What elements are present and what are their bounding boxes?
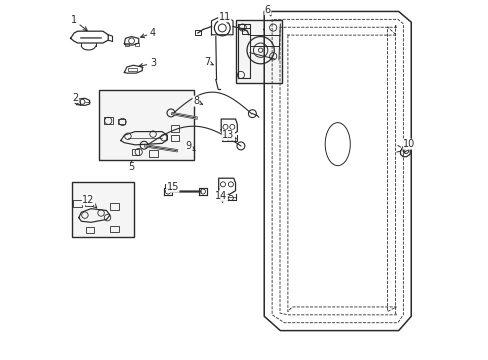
Text: 13: 13 — [222, 130, 234, 141]
Text: 10: 10 — [403, 139, 415, 152]
Bar — [131, 149, 139, 155]
Bar — [110, 226, 119, 232]
Text: 14: 14 — [215, 191, 227, 202]
Bar — [195, 30, 201, 36]
Bar — [125, 42, 129, 45]
Bar — [110, 203, 119, 211]
Text: 6: 6 — [264, 5, 270, 16]
Text: 11: 11 — [218, 12, 230, 23]
Bar — [242, 28, 249, 34]
Text: 5: 5 — [128, 161, 134, 172]
Text: 2: 2 — [72, 93, 81, 105]
Bar — [99, 90, 194, 160]
Bar — [128, 68, 137, 71]
Bar — [171, 135, 179, 140]
Text: 3: 3 — [139, 58, 156, 68]
Bar — [171, 125, 179, 132]
Bar — [235, 21, 282, 83]
Text: 12: 12 — [82, 195, 97, 208]
Bar — [85, 199, 93, 206]
Bar — [149, 150, 158, 157]
Text: 8: 8 — [193, 96, 202, 106]
Text: 7: 7 — [203, 57, 213, 67]
Bar — [104, 117, 113, 125]
Bar — [86, 226, 94, 233]
Bar — [73, 200, 82, 207]
Text: 4: 4 — [140, 28, 156, 38]
Bar — [135, 42, 139, 45]
Bar — [72, 182, 134, 237]
Text: 9: 9 — [185, 141, 195, 151]
Text: 1: 1 — [71, 15, 87, 31]
Bar — [118, 119, 124, 125]
Bar — [164, 184, 170, 188]
Text: 15: 15 — [166, 182, 179, 192]
Bar — [238, 24, 244, 30]
